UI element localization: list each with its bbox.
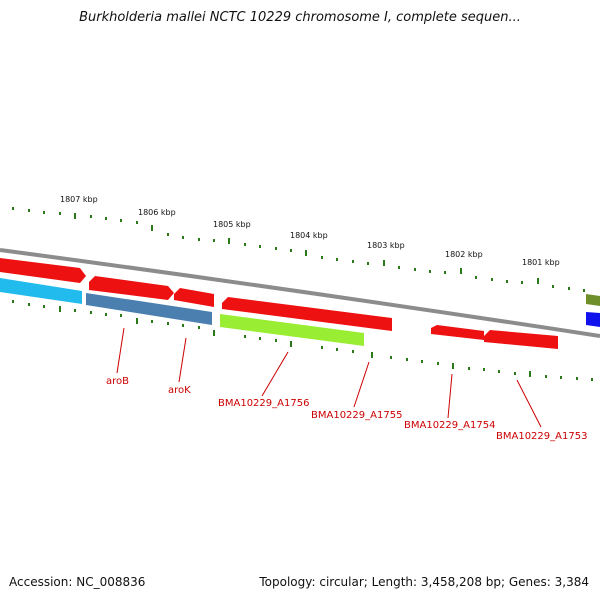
upper-tick-row [12, 207, 585, 292]
tick-label: 1802 kbp [445, 250, 483, 259]
label-leaders [116, 327, 542, 428]
tick-label: 1801 kbp [522, 258, 560, 267]
tick-label: 1803 kbp [367, 241, 405, 250]
gene-label[interactable]: BMA10229_A1756 [218, 398, 309, 409]
gene-label[interactable]: BMA10229_A1754 [404, 420, 495, 431]
gene-label[interactable]: aroK [168, 385, 191, 396]
lower-tick-row [12, 300, 593, 381]
tick-label: 1805 kbp [213, 220, 251, 229]
topology-summary: Topology: circular; Length: 3,458,208 bp… [259, 575, 589, 589]
gene-arrow[interactable] [484, 330, 558, 349]
gene-label[interactable]: BMA10229_A1753 [496, 431, 587, 442]
gene-arrow[interactable] [174, 288, 214, 307]
gene-label[interactable]: aroB [106, 376, 129, 387]
gene-arrow[interactable] [222, 297, 392, 331]
gene-label[interactable]: BMA10229_A1755 [311, 410, 402, 421]
chromosome-backbone [0, 248, 600, 338]
gene-arrow[interactable] [586, 312, 600, 327]
tick-label: 1804 kbp [290, 231, 328, 240]
reverse-strand-genes [0, 278, 600, 346]
accession-text: Accession: NC_008836 [9, 575, 146, 589]
forward-strand-genes [0, 258, 600, 349]
gene-arrow[interactable] [89, 276, 174, 300]
gene-arrow[interactable] [431, 325, 484, 340]
gene-arrow[interactable] [220, 314, 364, 346]
tick-label: 1806 kbp [138, 208, 176, 217]
gene-arrow[interactable] [0, 278, 82, 304]
gene-arrow[interactable] [86, 293, 212, 325]
tick-label: 1807 kbp [60, 195, 98, 204]
gene-arrow[interactable] [0, 258, 86, 283]
map-title: Burkholderia mallei NCTC 10229 chromosom… [79, 10, 521, 25]
gene-arrow[interactable] [586, 294, 600, 306]
